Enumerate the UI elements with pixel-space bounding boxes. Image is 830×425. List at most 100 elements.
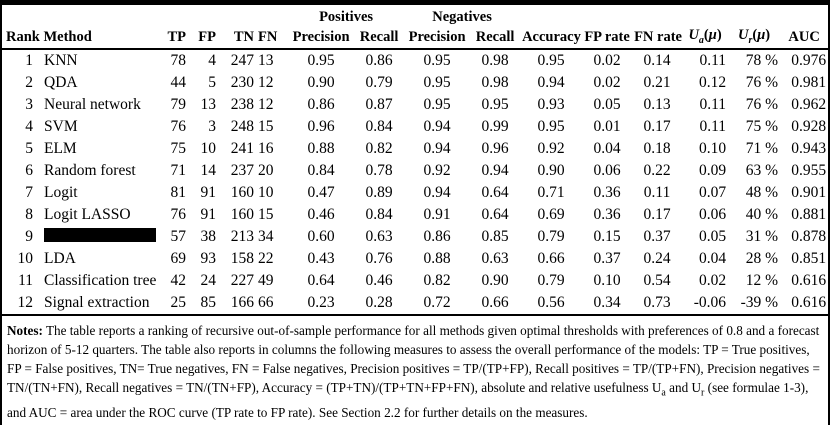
cell-method	[38, 226, 158, 248]
cell-precision-positives: 0.84	[307, 162, 335, 179]
cell-fp: 91	[200, 206, 217, 223]
cell-recall-negatives: 0.94	[481, 162, 509, 179]
cell-recall-negatives: 0.95	[481, 96, 509, 113]
cell-fp: 5	[208, 74, 216, 91]
cell-precision-positives: 0.23	[288, 292, 355, 316]
cell-ur: 78 %	[745, 52, 779, 69]
notes-label: Notes:	[7, 323, 43, 338]
cell-ua: 0.11	[699, 52, 727, 69]
cell-accuracy: 0.66	[537, 250, 565, 267]
cell-precision-positives: 0.90	[307, 74, 335, 91]
cell-tn: 160	[230, 206, 254, 223]
cell-recall-positives: 0.87	[365, 96, 393, 113]
cell-recall-negatives: 0.63	[481, 250, 509, 267]
cell-recall-negatives: 0.98	[481, 74, 509, 91]
cell-fp-rate: 0.15	[593, 228, 621, 245]
cell-accuracy: 0.94	[537, 74, 565, 91]
table-row: 4 SVM 76 3 248 15 0.96 0.84 0.94 0.99 0.95 0.01 0.17…	[2, 116, 828, 138]
cell-ua: 0.05	[698, 228, 727, 245]
cell-tp: 78	[170, 52, 187, 69]
cell-tn: 241	[230, 140, 254, 157]
cell-method: LDA	[44, 250, 76, 267]
cell-method: Neural network	[44, 96, 141, 113]
cell-accuracy: 0.92	[537, 140, 565, 157]
cell-fp-rate: 0.36	[593, 206, 621, 223]
notes-text: The table reports a ranking of recursive…	[7, 323, 820, 395]
cell-recall-positives: 0.78	[365, 162, 393, 179]
ua-symbol: U	[688, 26, 699, 43]
cell-recall-positives: 0.84	[365, 118, 393, 135]
cell-fn-rate: 0.17	[643, 118, 671, 135]
cell-fp-rate: 0.02	[593, 74, 621, 91]
cell-precision-positives: 0.43	[307, 250, 335, 267]
col-fp-rate: FP rate	[582, 26, 633, 50]
cell-precision-negatives: 0.95	[423, 74, 451, 91]
cell-ur: 31 %	[745, 228, 779, 245]
cell-recall-positives: 0.76	[365, 250, 393, 267]
cell-fp: 3	[208, 118, 216, 135]
cell-fp-rate: 0.34	[582, 292, 633, 316]
col-recall-negatives: Recall	[470, 26, 521, 50]
cell-tp: 81	[170, 184, 187, 201]
cell-fn: 16	[258, 140, 274, 157]
cell-rank: 3	[25, 96, 33, 113]
col-accuracy: Accuracy	[520, 26, 583, 50]
group-spacer	[2, 7, 288, 26]
col-absolute-usefulness: Ua(μ)	[682, 26, 729, 50]
table-row: 10 LDA 69 93 158 22 0.43 0.76 0.88 0.63 0.66 0.37 0.…	[2, 248, 828, 270]
cell-tp: 76	[170, 118, 187, 135]
cell-tp: 69	[170, 250, 187, 267]
cell-recall-negatives: 0.64	[481, 184, 509, 201]
cell-fp: 10	[200, 140, 217, 157]
cell-tn: 160	[230, 184, 254, 201]
cell-tn: 237	[230, 162, 254, 179]
group-negatives: Negatives	[432, 9, 492, 26]
cell-fp-rate: 0.10	[593, 272, 621, 289]
cell-rank: 12	[2, 292, 38, 316]
cell-fp: 13	[200, 96, 217, 113]
cell-method: Classification tree	[44, 272, 157, 289]
cell-recall-negatives: 0.99	[481, 118, 509, 135]
cell-recall-negatives: 0.90	[481, 272, 509, 289]
cell-ur: 48 %	[745, 184, 779, 201]
group-spacer	[520, 7, 828, 26]
cell-tp: 42	[170, 272, 187, 289]
cell-ua: 0.12	[698, 74, 727, 91]
col-tp: TP	[158, 26, 188, 50]
cell-ur: 12 %	[745, 272, 779, 289]
ua-subscript: a	[698, 34, 704, 46]
cell-rank: 9	[25, 228, 33, 245]
cell-recall-positives: 0.79	[365, 74, 393, 91]
cell-ur: 75 %	[745, 118, 779, 135]
cell-precision-positives: 0.60	[307, 228, 335, 245]
cell-fn-rate: 0.37	[643, 228, 671, 245]
col-precision-positives: Precision	[288, 26, 355, 50]
cell-auc: 0.928	[791, 118, 827, 135]
cell-fn: 10	[258, 184, 274, 201]
cell-auc: 0.976	[791, 52, 827, 69]
cell-ur: 40 %	[745, 206, 779, 223]
cell-fn-rate: 0.14	[643, 52, 671, 69]
cell-precision-negatives: 0.88	[423, 250, 451, 267]
col-fn: FN	[256, 26, 289, 50]
cell-rank: 6	[25, 162, 33, 179]
cell-recall-positives: 0.89	[365, 184, 393, 201]
cell-recall-positives: 0.63	[365, 228, 393, 245]
col-relative-usefulness: Ur(μ)	[728, 26, 781, 50]
cell-method: KNN	[44, 52, 78, 69]
table-row: 11 Classification tree 42 24 227 49 0.64 0.46 0.…	[2, 270, 828, 292]
cell-ur: 63 %	[745, 162, 779, 179]
cell-accuracy: 0.79	[537, 272, 565, 289]
cell-accuracy: 0.95	[537, 52, 565, 69]
cell-ur: 76 %	[745, 96, 779, 113]
mu-symbol: μ	[757, 26, 766, 43]
cell-tp: 57	[170, 228, 187, 245]
col-tn: TN	[218, 26, 256, 50]
cell-ua: 0.04	[698, 250, 727, 267]
cell-accuracy: 0.93	[537, 96, 565, 113]
cell-fp-rate: 0.37	[593, 250, 621, 267]
cell-auc: 0.851	[791, 250, 827, 267]
mu-symbol: μ	[708, 26, 717, 43]
cell-rank: 1	[25, 52, 33, 69]
